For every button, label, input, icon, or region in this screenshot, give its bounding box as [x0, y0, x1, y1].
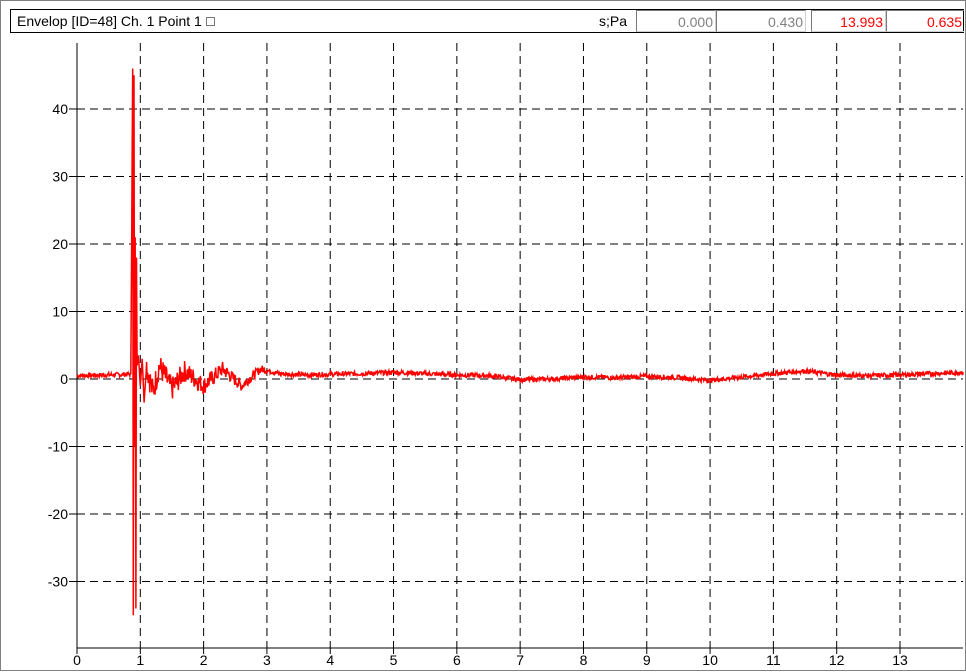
- y-tick-label: 20: [52, 236, 68, 252]
- square-icon: [205, 17, 215, 26]
- readout-4: 0.635: [886, 10, 964, 32]
- x-tick-label: 4: [326, 652, 334, 668]
- y-tick-label: 30: [52, 169, 68, 185]
- x-tick-label: 13: [892, 652, 908, 668]
- x-tick-label: 12: [829, 652, 845, 668]
- chart-header: Envelop [ID=48] Ch. 1 Point 1 s;Pa 0.000…: [10, 9, 964, 33]
- y-tick-label: 10: [52, 304, 68, 320]
- y-tick-label: -30: [48, 574, 68, 590]
- readout-3: 13.993: [811, 10, 886, 32]
- x-tick-label: 11: [766, 652, 781, 668]
- y-tick-label: 0: [60, 371, 68, 387]
- y-tick-label: -10: [48, 439, 68, 455]
- x-tick-label: 2: [200, 652, 208, 668]
- y-tick-label: 40: [52, 101, 68, 117]
- x-tick-label: 6: [453, 652, 461, 668]
- x-tick-label: 7: [516, 652, 524, 668]
- y-tick-label: -20: [48, 506, 68, 522]
- x-tick-label: 3: [263, 652, 271, 668]
- chart-title: Envelop [ID=48] Ch. 1 Point 1: [17, 13, 215, 29]
- readout-1: 0.000: [636, 10, 716, 32]
- series-line: [76, 68, 965, 616]
- x-tick-label: 0: [73, 652, 81, 668]
- x-tick-label: 1: [136, 652, 144, 668]
- x-tick-label: 9: [643, 652, 651, 668]
- x-tick-label: 8: [580, 652, 588, 668]
- x-tick-label: 5: [390, 652, 398, 668]
- units-label: s;Pa: [599, 13, 628, 29]
- readout-2: 0.430: [716, 10, 806, 32]
- x-tick-label: 10: [702, 652, 718, 668]
